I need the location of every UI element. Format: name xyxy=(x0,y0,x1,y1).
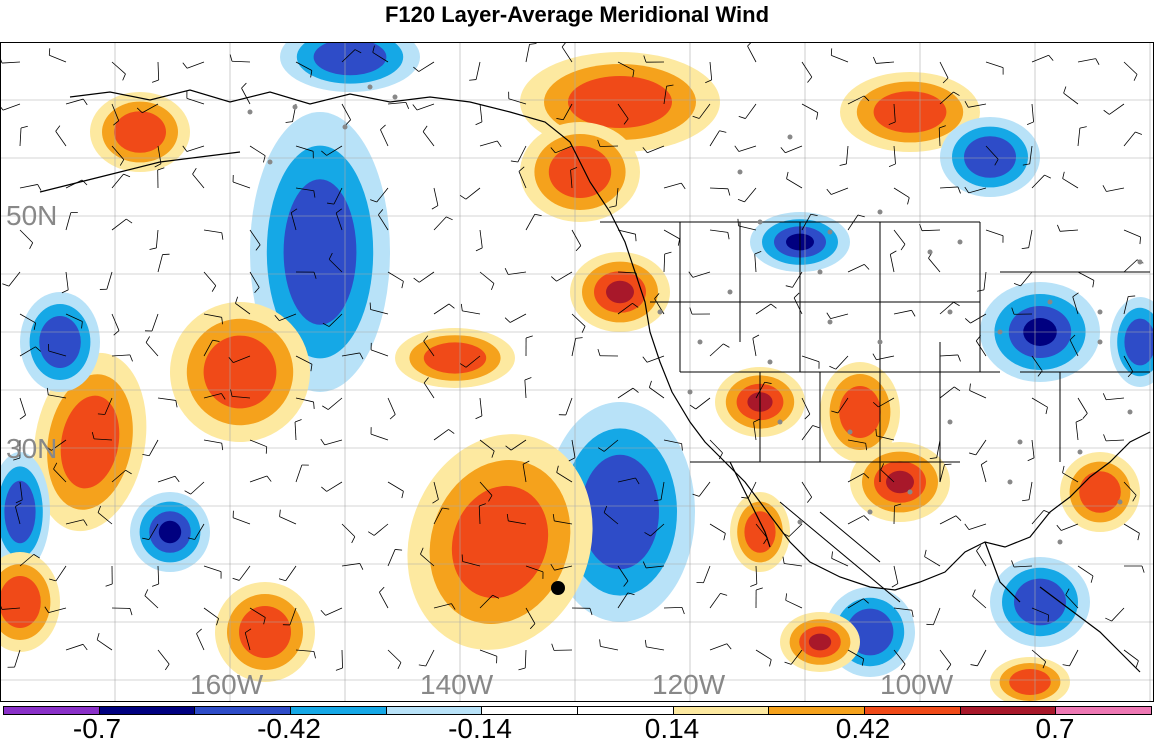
shading-contour xyxy=(874,91,947,133)
lon-label-160w: 160W xyxy=(190,669,264,700)
chart-title: F120 Layer-Average Meridional Wind xyxy=(0,2,1154,28)
shading-contour xyxy=(0,576,41,628)
meridional-wind-map: 50N 30N 160W 140W 120W 100W xyxy=(0,42,1154,702)
shading-contour xyxy=(581,455,659,569)
colorbar-label: -0.42 xyxy=(257,713,321,745)
shading-contour xyxy=(1009,669,1051,695)
shading-contour xyxy=(159,521,181,543)
shading-contour xyxy=(568,76,672,128)
lat-label-50n: 50N xyxy=(6,200,57,231)
location-marker xyxy=(551,581,565,595)
lon-label-120w: 120W xyxy=(652,669,726,700)
shading-contour xyxy=(839,386,881,438)
colorbar-label: 0.42 xyxy=(836,713,891,745)
shading-contour xyxy=(1079,471,1121,513)
colorbar-label: -0.7 xyxy=(73,713,121,745)
colorbar-label: 0.7 xyxy=(1036,713,1075,745)
lon-label-100w: 100W xyxy=(880,669,954,700)
shading-contour xyxy=(606,281,634,303)
shading-contour xyxy=(4,481,35,543)
shading-contour xyxy=(1014,579,1066,626)
shading-contour xyxy=(284,179,357,325)
lon-label-140w: 140W xyxy=(420,669,494,700)
lat-label-30n: 30N xyxy=(6,433,57,464)
colorbar-label: -0.14 xyxy=(448,713,512,745)
shading-contour xyxy=(809,634,831,651)
shading-contour xyxy=(39,316,81,368)
shading-contour xyxy=(964,136,1016,178)
shading-contour xyxy=(424,342,486,373)
colorbar xyxy=(3,706,1152,715)
colorbar-label: 0.14 xyxy=(645,713,700,745)
shading-contour xyxy=(549,146,611,198)
